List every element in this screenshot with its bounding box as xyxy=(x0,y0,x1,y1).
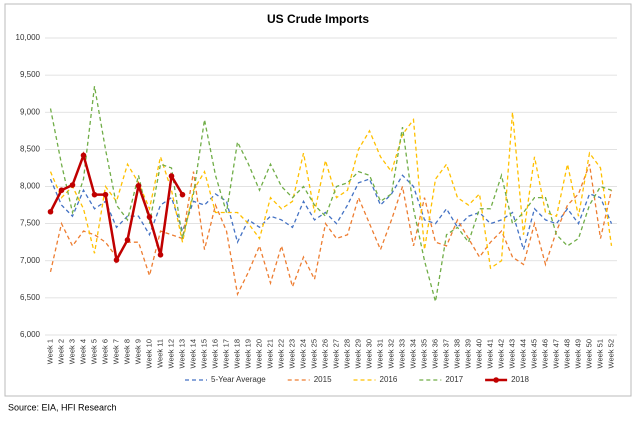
chart-title: US Crude Imports xyxy=(267,12,369,26)
legend-label: 5-Year Average xyxy=(211,375,266,384)
x-tick-label: Week 44 xyxy=(518,339,527,368)
x-tick-label: Week 16 xyxy=(210,339,219,368)
y-tick-label: 6,500 xyxy=(20,293,41,302)
x-tick-label: Week 12 xyxy=(166,339,175,368)
x-tick-label: Week 50 xyxy=(584,339,593,368)
y-tick-label: 7,500 xyxy=(20,219,41,228)
x-tick-label: Week 42 xyxy=(496,339,505,368)
series-line xyxy=(49,174,613,253)
x-tick-label: Week 25 xyxy=(309,339,318,368)
point xyxy=(146,214,153,220)
x-tick-label: Week 27 xyxy=(331,339,340,368)
point xyxy=(80,152,87,159)
legend-label: 2018 xyxy=(511,375,529,384)
x-tick-label: Week 19 xyxy=(243,339,252,368)
y-tick-label: 6,000 xyxy=(20,330,41,339)
x-tick-label: Week 45 xyxy=(529,339,538,368)
legend-label: 2016 xyxy=(380,375,398,384)
y-tick-label: 8,000 xyxy=(20,182,41,191)
x-tick-label: Week 34 xyxy=(408,339,417,368)
x-tick-label: Week 51 xyxy=(595,339,604,368)
source: Source: EIA, HFI Research xyxy=(8,402,117,412)
legend-marker xyxy=(493,377,499,383)
x-tick-label: Week 4 xyxy=(78,339,87,364)
chart-border xyxy=(4,3,632,397)
point xyxy=(168,173,175,179)
x-tick-label: Week 46 xyxy=(540,339,549,368)
x-tick-label: Week 26 xyxy=(320,339,329,368)
x-tick-label: Week 49 xyxy=(573,339,582,368)
x-tick-label: Week 9 xyxy=(133,339,142,364)
x-tick-label: Week 5 xyxy=(89,339,98,364)
y-tick-label: 9,500 xyxy=(20,70,41,79)
x-tick-label: Week 3 xyxy=(67,339,76,364)
x-tick-label: Week 22 xyxy=(276,339,285,368)
x-tick-label: Week 7 xyxy=(111,339,120,364)
x-tick-label: Week 15 xyxy=(199,339,208,368)
y-tick-label: 9,000 xyxy=(20,107,41,116)
x-tick-label: Week 30 xyxy=(364,339,373,368)
x-tick-label: Week 43 xyxy=(507,339,516,368)
x-tick-label: Week 47 xyxy=(551,339,560,368)
point xyxy=(69,182,76,188)
x-tick-label: Week 17 xyxy=(221,339,230,368)
x-tick-label: Week 32 xyxy=(386,339,395,368)
point xyxy=(47,208,54,215)
point xyxy=(157,252,164,258)
x-tick-label: Week 23 xyxy=(287,339,296,368)
x-tick-label: Week 20 xyxy=(254,339,263,368)
y-tick-label: 10,000 xyxy=(16,33,41,42)
x-tick-label: Week 21 xyxy=(265,339,274,368)
point xyxy=(124,237,131,243)
point xyxy=(179,191,186,198)
point xyxy=(135,182,142,189)
x-tick-label: Week 40 xyxy=(474,339,483,368)
point xyxy=(113,257,120,263)
x-tick-label: Week 13 xyxy=(177,339,186,368)
x-tick-label: Week 39 xyxy=(463,339,472,368)
x-tick-label: Week 18 xyxy=(232,339,241,368)
x-tick-label: Week 28 xyxy=(342,339,351,368)
x-tick-label: Week 38 xyxy=(452,339,461,368)
series-line xyxy=(49,163,613,297)
x-tick-label: Week 37 xyxy=(441,339,450,368)
point xyxy=(91,191,98,198)
x-tick-label: Week 36 xyxy=(430,339,439,368)
x-tick-label: Week 14 xyxy=(188,339,197,368)
x-tick-label: Week 2 xyxy=(56,339,65,364)
x-tick-label: Week 41 xyxy=(485,339,494,368)
x-tick-label: Week 31 xyxy=(375,339,384,368)
x-tick-label: Week 8 xyxy=(122,339,131,364)
x-tick-label: Week 1 xyxy=(45,339,54,364)
legend-label: 2015 xyxy=(314,375,332,384)
x-tick-label: Week 24 xyxy=(298,339,307,368)
x-tick-label: Week 33 xyxy=(397,339,406,368)
x-tick-label: Week 35 xyxy=(419,339,428,368)
series-line xyxy=(49,112,613,270)
x-tick-label: Week 11 xyxy=(155,339,164,368)
legend-label: 2017 xyxy=(445,375,463,384)
x-tick-label: Week 52 xyxy=(606,339,615,368)
point xyxy=(58,187,65,194)
x-tick-label: Week 29 xyxy=(353,339,362,368)
x-tick-label: Week 10 xyxy=(144,339,153,368)
y-tick-label: 7,000 xyxy=(20,256,41,265)
x-tick-label: Week 48 xyxy=(562,339,571,368)
point xyxy=(102,191,109,198)
y-tick-label: 8,500 xyxy=(20,144,41,153)
x-tick-label: Week 6 xyxy=(100,339,109,364)
